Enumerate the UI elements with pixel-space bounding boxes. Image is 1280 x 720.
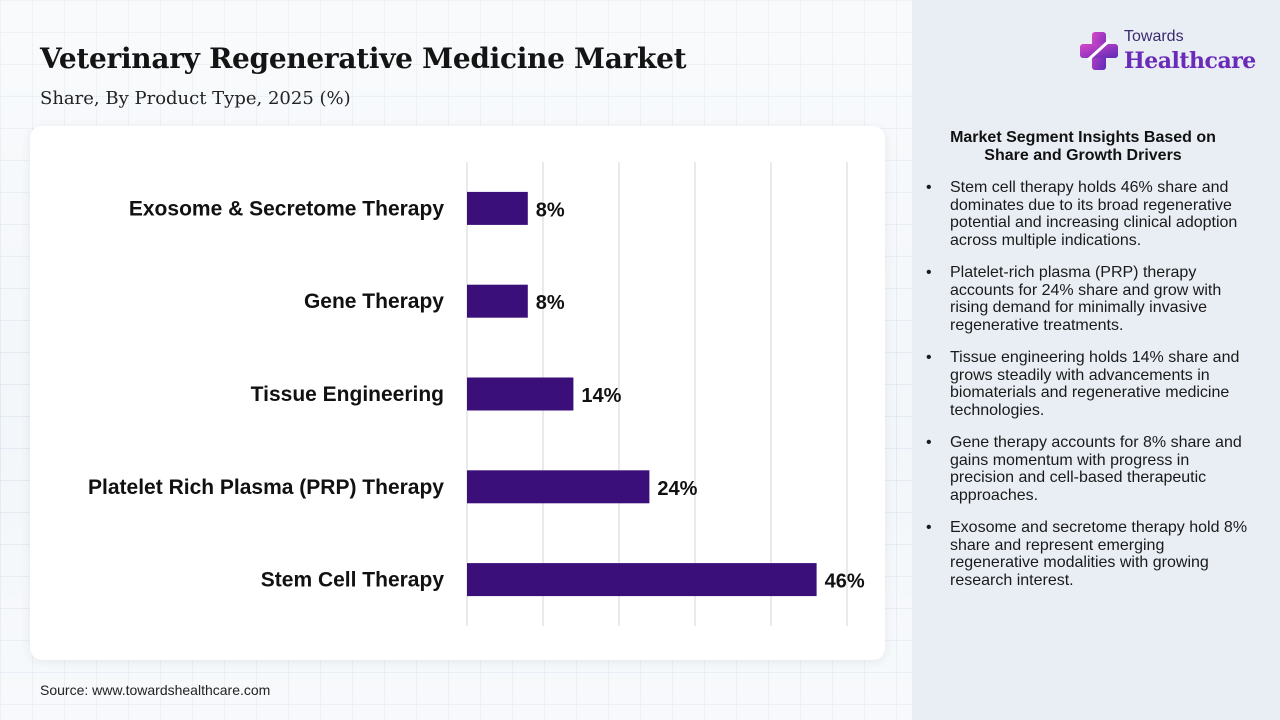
value-label: 24% [657, 478, 697, 500]
value-label: 8% [536, 199, 565, 221]
value-label: 46% [825, 571, 865, 593]
category-label: Tissue Engineering [251, 383, 444, 406]
page-title: Veterinary Regenerative Medicine Market [40, 42, 687, 75]
insights-heading: Market Segment Insights Based on Share a… [950, 129, 1216, 164]
bar-chart: Exosome & Secretome Therapy 8% Gene Therap… [88, 162, 865, 626]
insights-list: Stem cell therapy holds 46% share and do… [924, 179, 1254, 604]
bar [467, 191, 528, 225]
category-label: Exosome & Secretome Therapy [129, 197, 444, 220]
source-note: Source: www.towardshealthcare.com [40, 682, 271, 698]
chart-card: Exosome & Secretome Therapy 8% Gene Therap… [30, 126, 885, 660]
value-label: 14% [581, 385, 621, 407]
brand-logo: Towards Healthcare [1080, 28, 1260, 80]
bar [467, 284, 528, 318]
bar [467, 377, 574, 411]
insight-item: Exosome and secretome therapy hold 8% sh… [924, 519, 1254, 589]
category-label: Stem Cell Therapy [261, 569, 445, 592]
category-label: Platelet Rich Plasma (PRP) Therapy [88, 476, 444, 499]
page-subtitle: Share, By Product Type, 2025 (%) [40, 88, 351, 109]
bar [467, 470, 650, 504]
value-label: 8% [536, 292, 565, 314]
logo-text-healthcare: Healthcare [1124, 48, 1256, 74]
insight-item: Stem cell therapy holds 46% share and do… [924, 179, 1254, 249]
category-label: Gene Therapy [304, 290, 444, 313]
bar [467, 563, 817, 597]
insight-item: Gene therapy accounts for 8% share and g… [924, 434, 1254, 504]
health-cross-icon [1080, 32, 1118, 70]
insight-item: Platelet-rich plasma (PRP) therapy accou… [924, 264, 1254, 334]
insight-item: Tissue engineering holds 14% share and g… [924, 349, 1254, 419]
logo-text-towards: Towards [1124, 28, 1184, 45]
